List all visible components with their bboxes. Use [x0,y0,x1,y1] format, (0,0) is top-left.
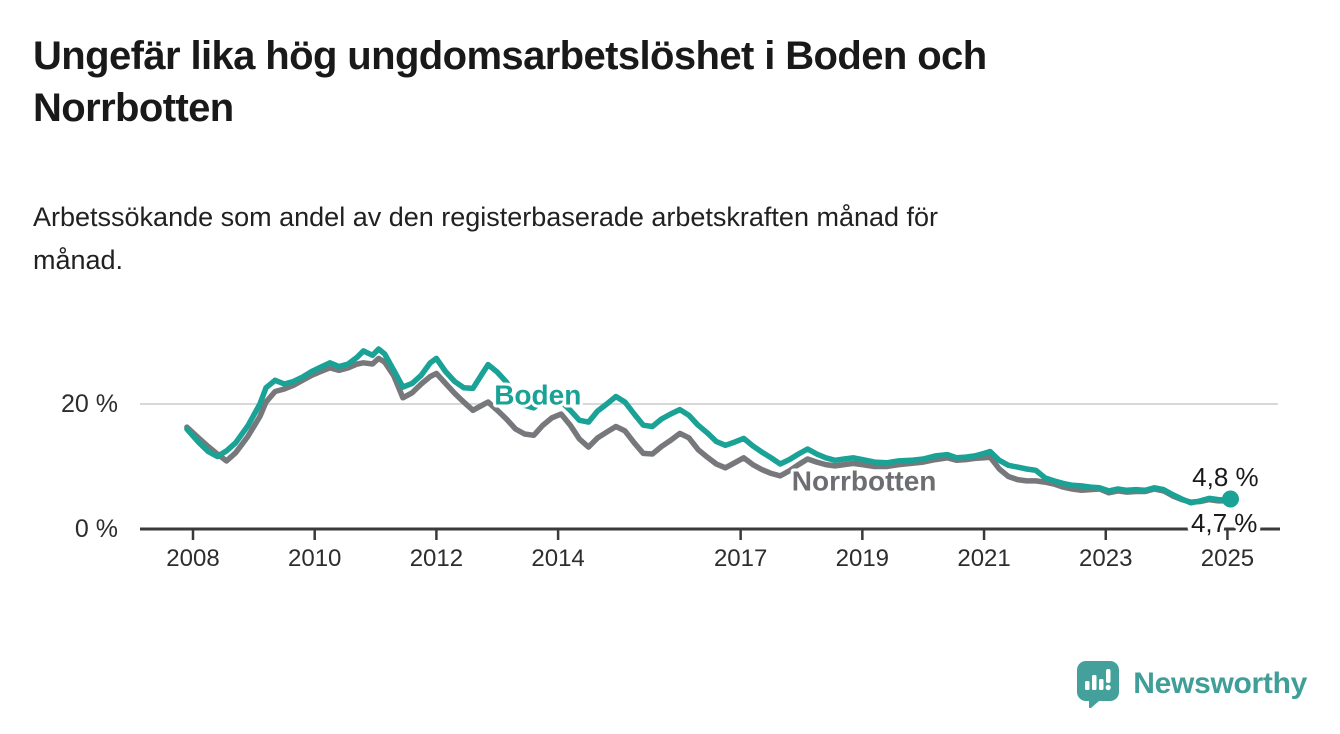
unemployment-line-chart: 2008 2010 2012 2014 2017 2019 2021 2023 2025 20 %… [61,346,1280,572]
series-line-boden [184,346,1234,506]
newsworthy-logo-text: Newsworthy [1133,667,1307,700]
x-tick-label-2021: 2021 [957,545,1010,572]
x-tick-label-2008: 2008 [166,545,219,572]
y-tick-label-20: 20 % [61,390,118,418]
series-label-boden: Boden [494,380,581,411]
x-tick-label-2012: 2012 [410,545,463,572]
x-tick-label-2019: 2019 [836,545,889,572]
value-label-1: 4,7 % [1191,508,1258,538]
x-tick-label-2025: 2025 [1201,545,1254,572]
page-title: Ungefär lika hög ungdomsarbetslöshet i B… [33,34,987,130]
x-tick-label-2014: 2014 [531,545,584,572]
newsworthy-logo-icon [1077,661,1120,708]
x-tick-label-2010: 2010 [288,545,341,572]
chart-subtitle: Arbetssökande som andel av den registerb… [33,202,939,275]
x-tick-label-2023: 2023 [1079,545,1132,572]
series-label-norrbotten: Norrbotten [792,465,937,496]
series-line-norrbotten [184,355,1234,505]
value-label-0: 4,8 % [1192,462,1259,492]
series-end-dot-boden [1221,490,1239,508]
y-tick-label-0: 0 % [75,515,118,543]
x-tick-label-2017: 2017 [714,545,767,572]
newsworthy-logo: Newsworthy [1076,660,1307,708]
